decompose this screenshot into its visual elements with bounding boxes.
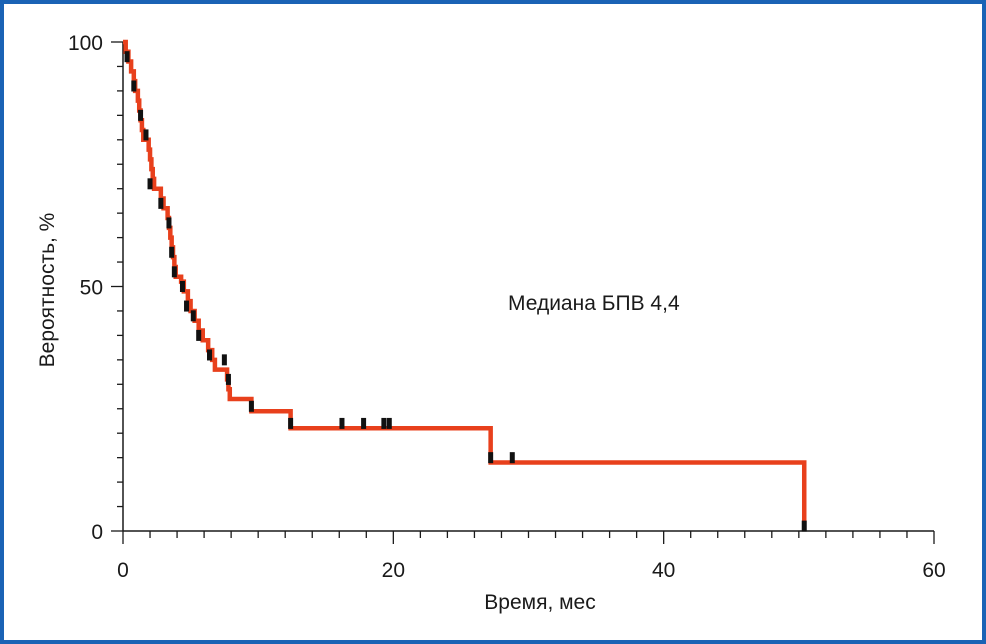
median-annotation: Медиана БПВ 4,4 xyxy=(508,292,680,315)
censor-mark xyxy=(179,281,185,292)
censor-mark xyxy=(184,300,190,312)
tick-labels: 0 20 40 60 0 50 100 xyxy=(68,32,946,582)
censor-mark xyxy=(225,373,231,385)
x-tick-label: 40 xyxy=(652,559,675,582)
censor-marks-layer xyxy=(124,51,807,532)
y-axis-title: Вероятность, % xyxy=(36,213,59,368)
censor-mark xyxy=(248,400,254,412)
censor-mark xyxy=(143,129,149,141)
censor-mark xyxy=(381,417,387,429)
censor-mark xyxy=(171,266,177,278)
censor-mark xyxy=(124,51,130,63)
censor-mark xyxy=(801,520,807,532)
censor-mark xyxy=(386,417,392,429)
y-tick-label: 100 xyxy=(68,32,103,55)
censor-mark xyxy=(166,217,172,229)
censor-mark xyxy=(138,109,144,121)
censor-mark xyxy=(509,452,515,464)
censor-mark xyxy=(207,349,213,361)
censor-mark xyxy=(221,354,227,366)
censor-mark xyxy=(488,452,494,464)
censor-mark xyxy=(190,310,196,322)
censor-mark xyxy=(158,197,164,209)
censor-mark xyxy=(147,178,153,190)
censor-mark xyxy=(339,417,345,429)
survival-curve-layer xyxy=(123,39,807,531)
censor-mark xyxy=(196,329,202,341)
axes xyxy=(111,41,935,544)
x-tick-label: 20 xyxy=(382,559,405,582)
censor-mark xyxy=(131,80,137,92)
censor-mark xyxy=(361,417,367,429)
survival-curve xyxy=(123,39,807,531)
x-tick-label: 0 xyxy=(117,559,129,582)
y-tick-label: 50 xyxy=(80,277,103,300)
x-tick-label: 60 xyxy=(922,559,945,582)
censor-mark xyxy=(169,246,175,258)
censor-mark xyxy=(288,417,294,429)
x-axis-title: Время, мес xyxy=(484,591,595,614)
y-tick-label: 0 xyxy=(91,521,103,544)
